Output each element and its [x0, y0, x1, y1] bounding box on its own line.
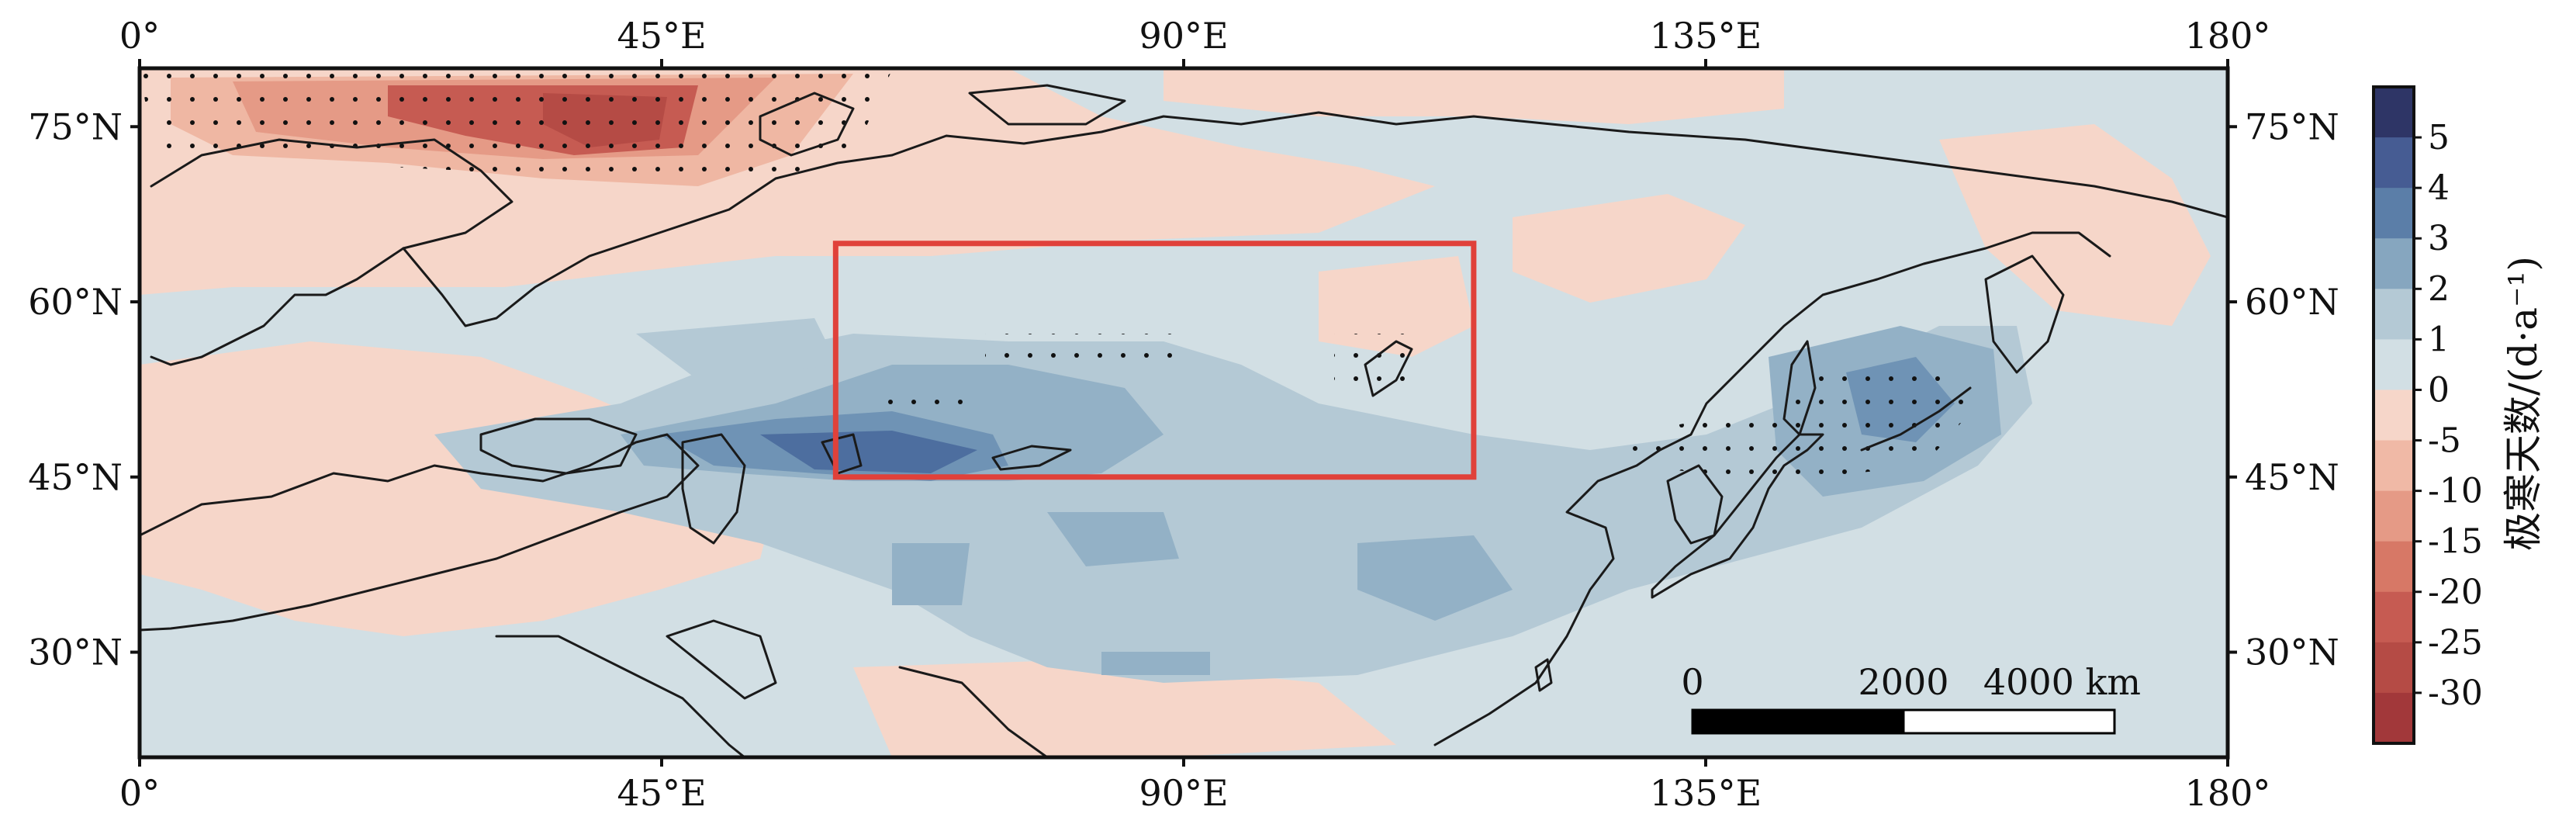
lat-label-right: 30°N: [2245, 632, 2339, 673]
scale-bar-black: [1691, 708, 1905, 735]
anomaly-pink-mongolia: [1319, 256, 1474, 357]
lon-label-bottom: 135°E: [1650, 772, 1762, 814]
stipple-siberia: [985, 334, 1179, 365]
coast-arctic-siberia: [890, 111, 2228, 219]
coast-kuril: [1860, 386, 1972, 452]
anomaly-pink-south: [853, 660, 1396, 757]
lon-label-top: 180°: [2185, 15, 2271, 57]
colorbar-label: -20: [2428, 573, 2483, 612]
lat-label-left: 45°N: [28, 456, 123, 498]
map-field: [140, 68, 2228, 757]
scale-bar: 0 2000 4000 km: [1681, 661, 2141, 735]
scale-label-2000: 2000: [1858, 661, 1948, 703]
lon-label-top: 90°E: [1139, 15, 1228, 57]
anomaly-blue-siberia: [636, 318, 838, 380]
lon-ticks-top: 0° 45°E 90°E 135°E 180°: [119, 15, 2271, 68]
stipple-fareast: [1629, 357, 1978, 481]
lon-label-bottom: 90°E: [1139, 772, 1228, 814]
lat-label-left: 75°N: [28, 106, 123, 147]
colorbar-segment: [2374, 87, 2414, 138]
colorbar-segment: [2374, 440, 2414, 492]
lat-ticks-left: 75°N 60°N 45°N 30°N: [28, 106, 140, 673]
coast-balkhash: [991, 445, 1072, 471]
lat-label-right: 45°N: [2245, 456, 2339, 498]
coast-aral: [821, 433, 863, 475]
colorbar-label: 3: [2428, 219, 2450, 258]
colorbar-frame: [2372, 85, 2415, 745]
coast-baikal: [1364, 340, 1413, 397]
colorbar-segment: [2374, 238, 2414, 289]
lon-label-bottom: 45°E: [617, 772, 706, 814]
lat-label-left: 30°N: [28, 632, 123, 673]
lon-label-top: 0°: [119, 15, 160, 57]
lat-ticks-right: 75°N 60°N 45°N 30°N: [2228, 106, 2339, 673]
coast-taiwan: [1534, 658, 1553, 692]
colorbar-segment: [2374, 591, 2414, 643]
scale-label-0: 0: [1681, 661, 1703, 703]
anomaly-blue-south-a: [1357, 535, 1513, 621]
colorbar: 5 4 3 2 1 0 -5 -10 -15 -20 -25 -30: [2372, 85, 2483, 745]
colorbar-label: 0: [2428, 370, 2450, 410]
colorbar-segment: [2374, 289, 2414, 340]
colorbar-label: -30: [2428, 673, 2483, 713]
coast-taymyr: [968, 84, 1126, 126]
colorbar-segment: [2374, 188, 2414, 239]
lat-label-right: 75°N: [2245, 106, 2339, 147]
coast-kamchatka: [1984, 254, 2065, 374]
colorbar-label: 5: [2428, 118, 2450, 158]
colorbar-label: 4: [2428, 168, 2450, 208]
coast-japan: [1651, 433, 1824, 599]
anomaly-blue-south-c: [892, 543, 970, 605]
lon-ticks-bottom: 0° 45°E 90°E 135°E 180°: [119, 757, 2271, 814]
colorbar-label: -5: [2428, 421, 2461, 461]
colorbar-segment: [2374, 692, 2414, 744]
colorbar-segment: [2374, 390, 2414, 441]
coast-china: [1433, 231, 2111, 746]
coastlines: [140, 84, 2228, 757]
lat-label-left: 60°N: [28, 281, 123, 323]
scale-label-4000: 4000 km: [1983, 661, 2141, 703]
anomaly-blue-caspian-deep: [760, 431, 977, 473]
anomaly-pink-northeast: [1513, 194, 1745, 303]
colorbar-segment: [2374, 541, 2414, 593]
colorbar-label: -10: [2428, 472, 2483, 511]
colorbar-label: 2: [2428, 269, 2450, 309]
colorbar-title: 极寒天数/(d·a⁻¹): [2501, 256, 2546, 551]
colorbar-segment: [2374, 642, 2414, 694]
colorbar-label: -15: [2428, 522, 2483, 562]
coast-black-sea: [479, 417, 638, 475]
anomaly-blue-south-d: [1101, 652, 1210, 675]
colorbar-segment: [2374, 490, 2414, 542]
anomaly-pink-arctic: [1164, 68, 1784, 124]
coast-arabia: [495, 635, 746, 757]
scale-bar-white: [1902, 708, 2116, 735]
coast-india: [898, 666, 1049, 757]
colorbar-label: 1: [2428, 320, 2450, 359]
lat-label-right: 60°N: [2245, 281, 2339, 323]
lon-label-bottom: 0°: [119, 772, 160, 814]
stipple-baikal: [1334, 334, 1412, 396]
coast-caspian: [681, 433, 746, 545]
lon-label-top: 135°E: [1650, 15, 1762, 57]
colorbar-segment: [2374, 137, 2414, 189]
anomaly-blue-south-b: [1047, 512, 1179, 566]
region-box: [832, 241, 1477, 480]
colorbar-label: -25: [2428, 623, 2483, 663]
lon-label-bottom: 180°: [2185, 772, 2271, 814]
stipple-caspian: [877, 388, 970, 411]
coast-novaya-zemlya: [759, 92, 855, 157]
coast-baltic: [402, 154, 894, 327]
lon-label-top: 45°E: [617, 15, 706, 57]
coast-persian-gulf: [666, 619, 777, 700]
stipple-barents: [140, 70, 892, 190]
colorbar-segment: [2374, 339, 2414, 390]
coast-sakhalin: [1782, 340, 1817, 436]
